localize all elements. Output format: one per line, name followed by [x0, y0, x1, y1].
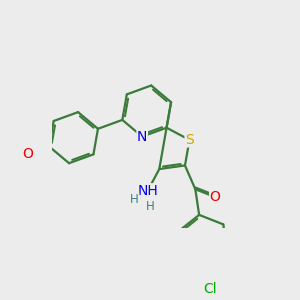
Text: O: O	[210, 190, 220, 204]
Text: N: N	[137, 130, 147, 144]
Text: Cl: Cl	[203, 282, 217, 296]
Text: S: S	[185, 133, 194, 147]
Text: NH: NH	[137, 184, 158, 198]
Text: H: H	[146, 200, 155, 213]
Text: H: H	[130, 193, 139, 206]
Text: O: O	[22, 147, 33, 161]
